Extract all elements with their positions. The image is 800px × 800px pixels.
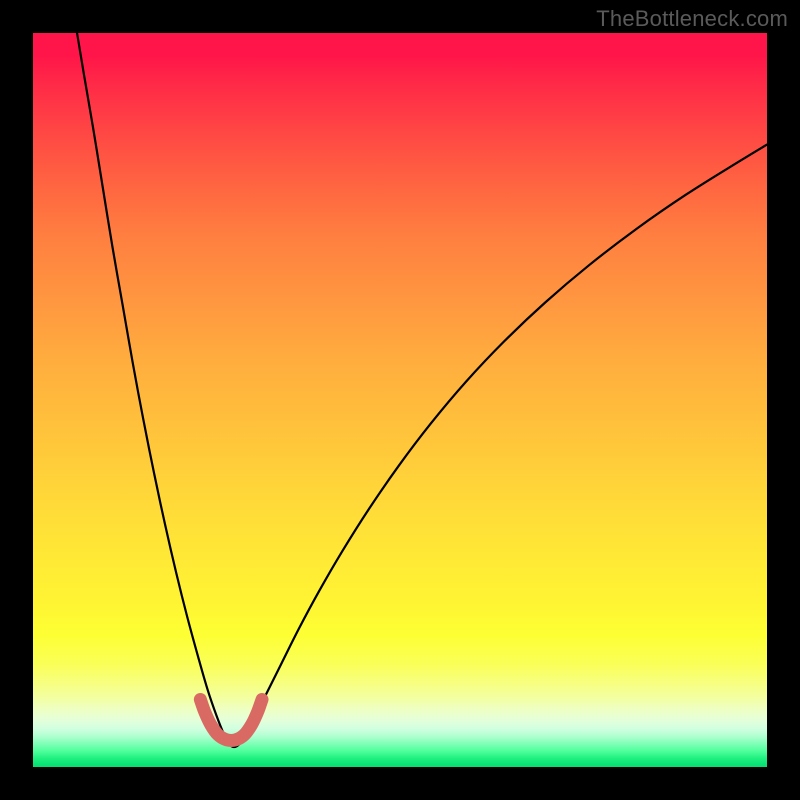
bottleneck-highlight-curve <box>200 699 262 740</box>
watermark-text: TheBottleneck.com <box>596 6 788 32</box>
chart-svg <box>0 0 800 800</box>
bottleneck-main-curve <box>77 33 767 747</box>
